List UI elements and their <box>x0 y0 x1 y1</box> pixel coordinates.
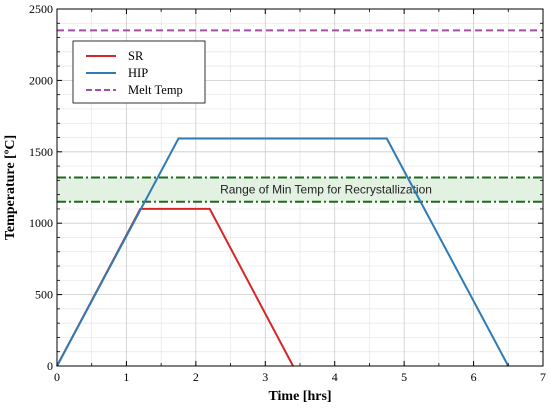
x-tick-label: 6 <box>471 370 477 384</box>
legend-label: Melt Temp <box>128 83 183 97</box>
legend-label: HIP <box>128 66 148 80</box>
tick-labels-layer: 0 1 2 3 4 5 6 7 0 500 1000 1500 2000 2500 <box>29 2 546 384</box>
y-tick-label: 2500 <box>29 2 53 16</box>
bands-layer: Range of Min Temp for Recrystallization <box>57 176 543 203</box>
x-axis-title: Time [hrs] <box>268 389 331 404</box>
series-layer <box>56 29 543 367</box>
x-tick-label: 7 <box>540 370 546 384</box>
y-axis-title: Temperature [ºC] <box>3 135 18 240</box>
band-label: Range of Min Temp for Recrystallization <box>220 183 432 197</box>
legend: SR HIP Melt Temp <box>72 40 206 104</box>
x-tick-label: 2 <box>193 370 199 384</box>
x-tick-label: 3 <box>262 370 268 384</box>
y-tick-label: 1500 <box>29 145 53 159</box>
y-tick-label: 0 <box>47 359 53 373</box>
recrystallization-band <box>57 177 543 202</box>
x-tick-label: 1 <box>123 370 129 384</box>
series-line-hip <box>56 137 510 367</box>
x-tick-label: 4 <box>332 370 338 384</box>
minor-grid <box>57 9 543 366</box>
x-tick-label: 5 <box>401 370 407 384</box>
ticks-layer <box>56 8 544 367</box>
y-tick-label: 2000 <box>29 73 53 87</box>
y-tick-label: 500 <box>35 288 53 302</box>
y-tick-label: 1000 <box>29 216 53 230</box>
legend-label: SR <box>128 49 144 63</box>
x-tick-label: 0 <box>54 370 60 384</box>
